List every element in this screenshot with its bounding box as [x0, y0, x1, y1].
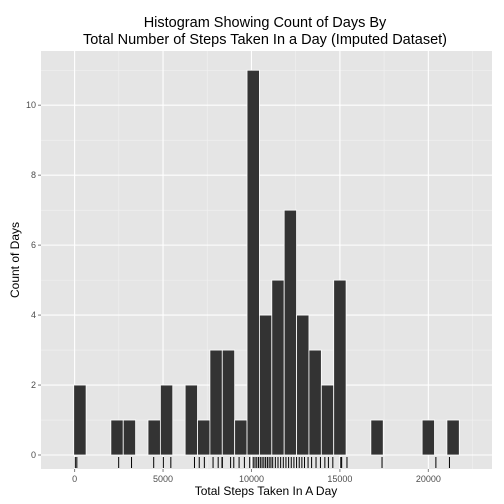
histogram-bar — [122, 419, 137, 456]
histogram-bar — [283, 209, 297, 456]
histogram-bar — [259, 314, 273, 456]
histogram-bar — [333, 279, 347, 456]
histogram-bar — [308, 349, 322, 456]
y-axis-label: Count of Days — [8, 222, 22, 298]
y-tick-label: 0 — [31, 450, 36, 460]
histogram-bar — [209, 349, 223, 456]
x-axis-ticks: 0 5000 10000 15000 20000 — [72, 469, 441, 484]
histogram-bar — [320, 384, 335, 456]
y-tick-label: 4 — [31, 310, 36, 320]
histogram-bar — [184, 384, 198, 456]
histogram-bar — [296, 314, 310, 456]
y-tick-label: 8 — [31, 170, 36, 180]
histogram-bar — [147, 419, 161, 456]
x-tick-label: 10000 — [239, 474, 264, 484]
histogram-bar — [234, 419, 248, 456]
chart-title-line-1: Histogram Showing Count of Days By — [144, 15, 387, 31]
x-tick-label: 15000 — [327, 474, 352, 484]
y-tick-label: 2 — [31, 380, 36, 390]
histogram-bar — [110, 419, 124, 456]
x-tick-label: 0 — [72, 474, 77, 484]
histogram-bar — [271, 279, 285, 456]
histogram-bar — [421, 419, 435, 456]
histogram-bars — [73, 69, 460, 456]
histogram-bar — [246, 69, 260, 456]
histogram-bar — [370, 419, 384, 456]
histogram-bar — [73, 384, 87, 456]
x-tick-label: 20000 — [416, 474, 441, 484]
chart-title-line-2: Total Number of Steps Taken In a Day (Im… — [83, 32, 447, 48]
x-axis-label: Total Steps Taken In A Day — [195, 484, 338, 498]
y-tick-label: 6 — [31, 240, 36, 250]
histogram-bar — [197, 419, 211, 456]
histogram-bar — [159, 384, 174, 456]
histogram-bar — [221, 349, 236, 456]
y-tick-label: 10 — [26, 100, 36, 110]
rug-marks — [74, 457, 450, 468]
histogram-bar — [446, 419, 460, 456]
x-tick-label: 5000 — [153, 474, 173, 484]
y-axis-ticks: 0 2 4 6 8 10 — [26, 100, 41, 460]
